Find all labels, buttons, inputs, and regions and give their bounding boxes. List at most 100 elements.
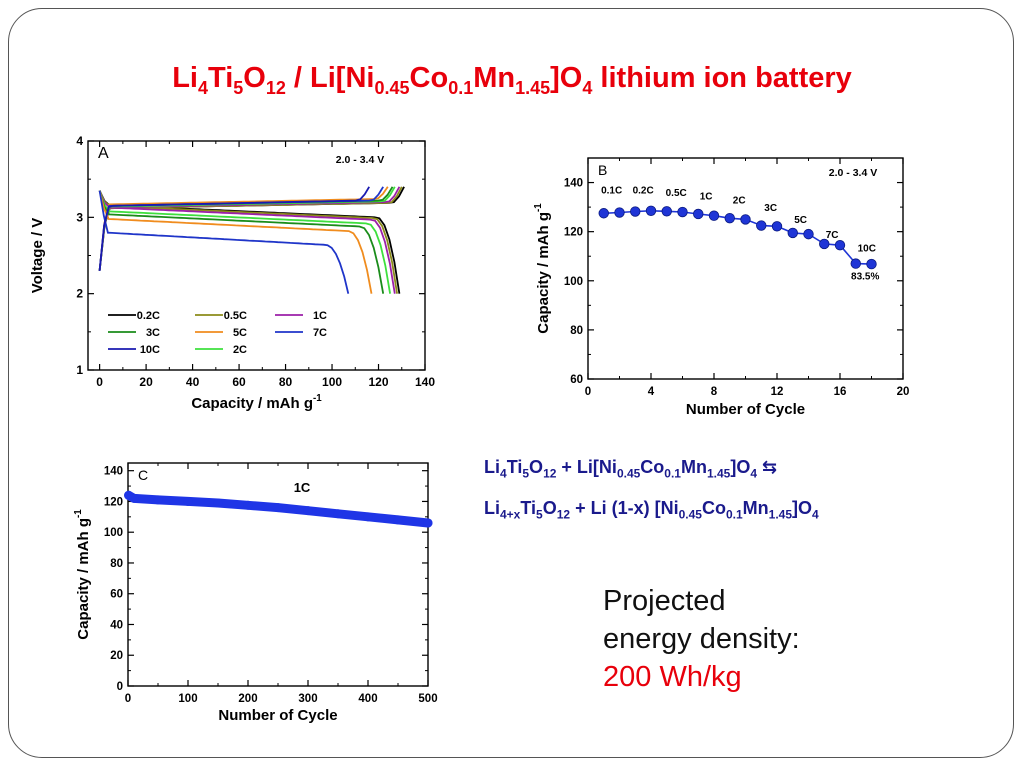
x-axis-label: Capacity / mAh g-1 [191,393,322,412]
equation-part: 12 [543,466,557,481]
title-part: 0.1 [448,77,474,98]
y-tick-label: 1 [76,363,83,377]
x-tick-label: 0 [125,693,131,705]
discharge-curve-5C [98,190,373,294]
voltage-window-label: 2.0 - 3.4 V [336,154,384,166]
y-tick-label: 120 [104,496,123,508]
title-part: 5 [233,77,244,98]
equation-part: Li [484,457,500,477]
title-part: 0.45 [374,77,410,98]
x-tick-label: 140 [415,375,435,389]
rate-label-1C: 1C [700,192,713,203]
title-part: / Li[Ni [285,62,375,94]
x-tick-label: 120 [369,375,389,389]
rate-annotation: 1C [294,480,311,495]
title-part: 1.45 [515,77,551,98]
reaction-equation: Li4Ti5O12 + Li[Ni0.45Co0.1Mn1.45]O4 ⇆ Li… [484,450,819,531]
rate-label-3C: 3C [764,203,777,214]
capacity-point [598,208,609,219]
x-tick-label: 20 [139,375,153,389]
title-part: Ti [208,62,234,94]
equation-part: 5 [522,466,530,481]
panel-label: C [138,467,148,483]
y-tick-label: 20 [110,650,123,662]
x-tick-label: 16 [834,386,847,398]
chart-a: 0 20 40 60 80 100 120 140 1 2 3 4 A 2.0 - 3.4 V Capaci… [29,134,435,412]
plot-area [587,157,904,380]
y-tick-label: 80 [110,558,123,570]
capacity-point [740,214,751,225]
capacity-point [819,238,830,250]
equation-part: 0.1 [725,507,743,522]
y-tick-label: 0 [117,681,123,693]
reaction-equation-line-1: Li4Ti5O12 + Li[Ni0.45Co0.1Mn1.45]O4 ⇆ [484,450,819,491]
chart-c: 0 100 200 300 400 500 0 20 40 60 80 100 120 140 C 1C Num… [73,462,438,723]
capacity-point [630,206,641,217]
title-part: Li [172,62,198,94]
cycling-point [183,496,193,506]
capacity-point [645,205,657,216]
projected-energy-density: Projected energy density: 200 Wh/kg [603,582,800,696]
equation-part: 0.1 [664,466,681,481]
cycling-point [243,500,253,510]
cycling-point [273,503,283,513]
y-tick-label: 140 [564,178,583,190]
projected-label-line-2: energy density: [603,623,800,655]
x-tick-label: 60 [232,375,246,389]
equation-part: 0.45 [616,466,641,481]
rate-label-7C: 7C [826,230,839,241]
legend-label-5C: 5C [233,327,247,339]
title-part: Co [409,62,449,94]
x-tick-label: 8 [711,386,718,398]
rate-label-5C: 5C [794,215,807,226]
y-tick-label: 40 [110,619,123,631]
equation-part: Li [484,497,500,518]
cycling-point [153,495,163,505]
capacity-point [834,239,846,251]
equation-part: 1.45 [768,507,793,522]
x-tick-label: 12 [771,386,784,398]
projected-value: 200 Wh/kg [603,661,742,693]
x-tick-label: 300 [298,693,317,705]
x-tick-label: 400 [358,693,377,705]
x-axis-label: Number of Cycle [218,707,337,723]
capacity-point [803,228,814,240]
x-tick-label: 0 [96,375,103,389]
x-tick-label: 20 [897,386,910,398]
equation-part: Co [640,457,665,477]
capacity-point [850,258,861,269]
discharge-curve-3C [98,190,385,294]
cycling-point [303,506,313,516]
rate-label-2C: 2C [733,195,746,206]
equation-part: Ti [520,497,537,518]
legend-label-0.2C: 0.2C [137,310,160,322]
equation-part: 5 [536,507,543,522]
cycling-point [213,498,223,508]
equation-part: + Li[Ni [556,457,617,477]
retention-label: 83.5% [851,272,879,283]
capacity-point [614,207,625,218]
legend-label-1C: 1C [313,310,327,322]
capacity-point [677,206,688,218]
title-part: lithium ion battery [592,62,852,94]
rate-label-10C: 10C [858,243,876,254]
panel-label: B [598,162,607,178]
y-axis-label: Voltage / V [29,218,46,294]
x-tick-label: 500 [418,693,437,705]
equation-part: ]O [730,457,751,477]
reaction-equation-line-2: Li4+xTi5O12 + Li (1-x) [Ni0.45Co0.1Mn1.4… [484,491,819,532]
legend-label-7C: 7C [313,327,327,339]
projected-label-line-1: Projected [603,585,726,617]
x-tick-label: 80 [279,375,293,389]
x-tick-label: 0 [585,386,591,398]
capacity-point [866,258,877,270]
cycling-point [363,512,373,522]
equation-part: Mn [680,457,707,477]
y-tick-label: 100 [104,527,123,539]
cycling-point [129,493,139,503]
capacity-point [708,210,720,221]
equation-part: 0.45 [678,507,702,522]
title-part: 4 [197,77,208,98]
equation-part: ]O [792,497,813,518]
capacity-point [661,206,672,217]
